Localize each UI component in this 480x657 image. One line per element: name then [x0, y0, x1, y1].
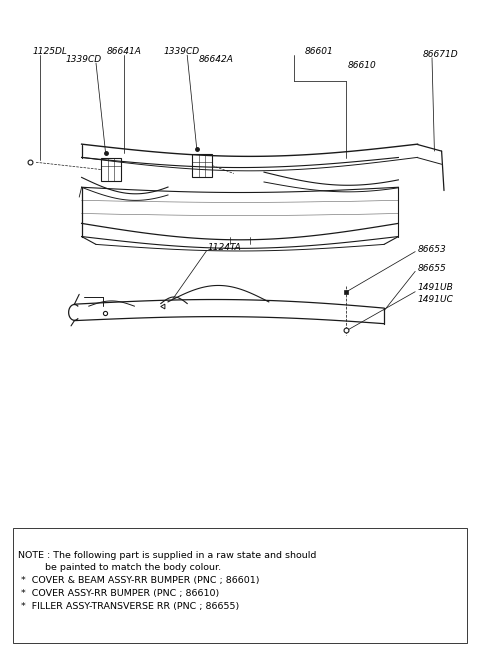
Text: 86601: 86601 — [305, 47, 334, 56]
Text: be painted to match the body colour.: be painted to match the body colour. — [18, 562, 221, 572]
Text: 86642A: 86642A — [199, 55, 234, 64]
Text: 1339CD: 1339CD — [66, 55, 102, 64]
Text: 1339CD: 1339CD — [163, 47, 200, 56]
Text: 86641A: 86641A — [107, 47, 141, 56]
Text: *  COVER & BEAM ASSY-RR BUMPER (PNC ; 86601): * COVER & BEAM ASSY-RR BUMPER (PNC ; 866… — [18, 576, 260, 585]
Text: *  FILLER ASSY-TRANSVERSE RR (PNC ; 86655): * FILLER ASSY-TRANSVERSE RR (PNC ; 86655… — [18, 602, 240, 611]
Text: 1491UB: 1491UB — [418, 283, 453, 292]
Text: 1124TA: 1124TA — [207, 242, 241, 252]
FancyBboxPatch shape — [101, 158, 121, 181]
Text: NOTE : The following part is supplied in a raw state and should: NOTE : The following part is supplied in… — [18, 551, 317, 560]
Text: 1491UC: 1491UC — [418, 294, 454, 304]
FancyBboxPatch shape — [13, 528, 467, 643]
Text: 86653: 86653 — [418, 244, 446, 254]
Text: 86671D: 86671D — [423, 49, 458, 58]
FancyBboxPatch shape — [192, 154, 212, 177]
Text: 86610: 86610 — [348, 60, 377, 70]
Text: 1125DL: 1125DL — [33, 47, 68, 56]
Text: 86655: 86655 — [418, 264, 446, 273]
Text: *  COVER ASSY-RR BUMPER (PNC ; 86610): * COVER ASSY-RR BUMPER (PNC ; 86610) — [18, 589, 219, 598]
